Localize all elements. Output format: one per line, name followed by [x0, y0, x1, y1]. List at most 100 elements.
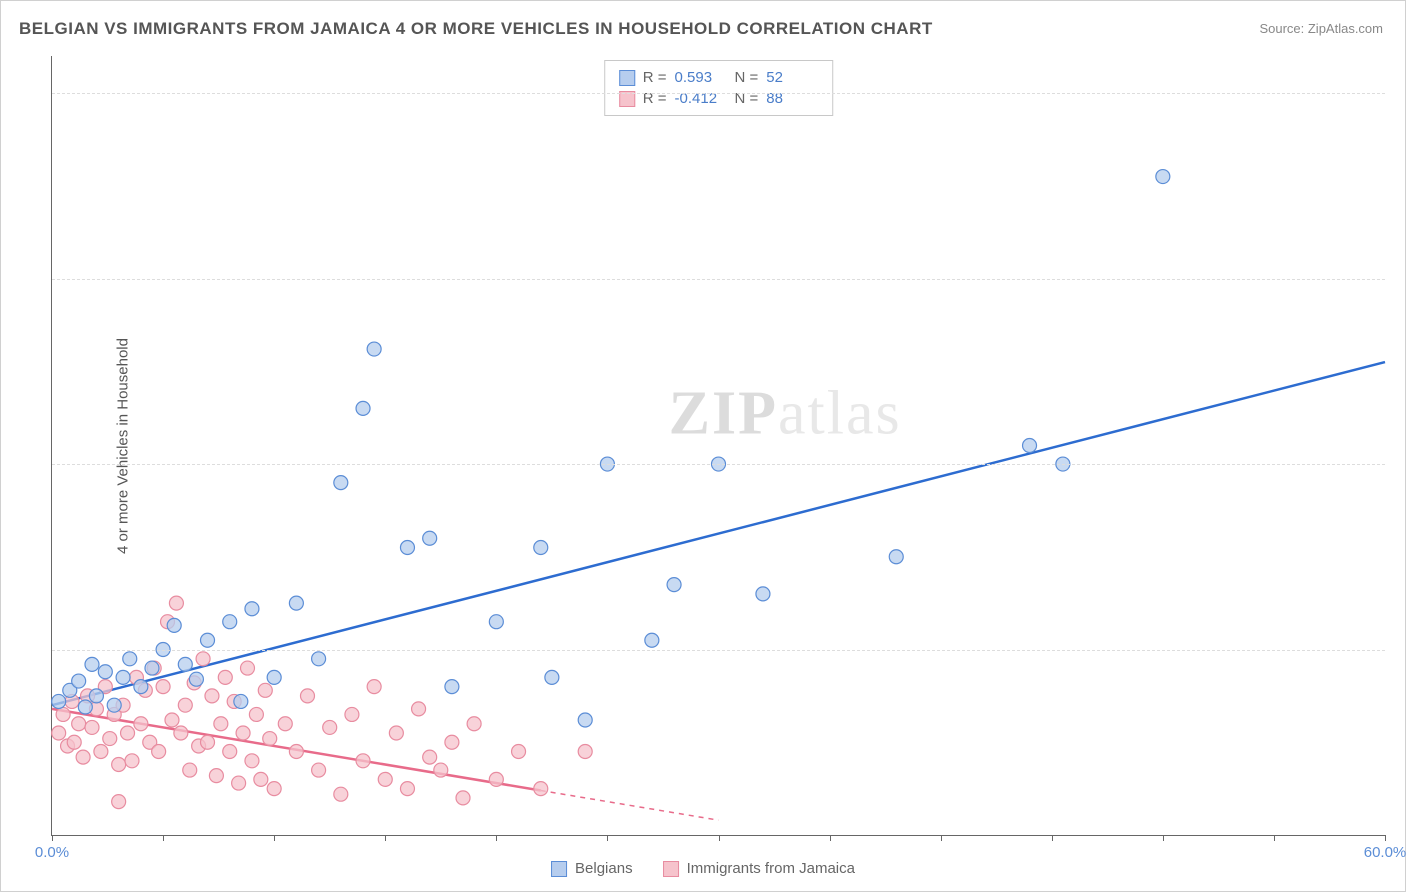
scatter-point — [78, 700, 92, 714]
scatter-point — [209, 769, 223, 783]
stats-row-0: R = 0.593 N = 52 — [619, 67, 819, 88]
xtick — [52, 835, 53, 841]
bottom-legend: Belgians Immigrants from Jamaica — [551, 860, 855, 877]
scatter-point — [174, 726, 188, 740]
ytick-label: 30.0% — [1393, 270, 1406, 287]
xtick — [607, 835, 608, 841]
scatter-point — [145, 661, 159, 675]
scatter-point — [578, 745, 592, 759]
scatter-point — [667, 578, 681, 592]
scatter-point — [578, 713, 592, 727]
scatter-point — [545, 670, 559, 684]
scatter-point — [289, 745, 303, 759]
scatter-point — [72, 717, 86, 731]
scatter-point — [254, 772, 268, 786]
scatter-point — [489, 772, 503, 786]
regression-line — [52, 362, 1385, 705]
source-label: Source: — [1259, 21, 1307, 36]
scatter-point — [85, 720, 99, 734]
scatter-point — [52, 726, 66, 740]
scatter-point — [178, 698, 192, 712]
gridline-h — [52, 93, 1385, 94]
scatter-point — [489, 615, 503, 629]
scatter-point — [323, 720, 337, 734]
scatter-point — [278, 717, 292, 731]
scatter-point — [412, 702, 426, 716]
scatter-point — [467, 717, 481, 731]
stats-n-label-0: N = — [735, 69, 759, 86]
scatter-point — [889, 550, 903, 564]
scatter-point — [367, 680, 381, 694]
scatter-point — [112, 758, 126, 772]
xtick — [1163, 835, 1164, 841]
scatter-point — [400, 782, 414, 796]
scatter-point — [445, 680, 459, 694]
ytick-label: 40.0% — [1393, 85, 1406, 102]
scatter-point — [232, 776, 246, 790]
gridline-h — [52, 650, 1385, 651]
xtick — [719, 835, 720, 841]
scatter-point — [56, 707, 70, 721]
scatter-point — [134, 680, 148, 694]
scatter-point — [223, 745, 237, 759]
scatter-point — [241, 661, 255, 675]
gridline-h — [52, 279, 1385, 280]
ytick-label: 10.0% — [1393, 641, 1406, 658]
scatter-point — [121, 726, 135, 740]
scatter-point — [76, 750, 90, 764]
scatter-point — [218, 670, 232, 684]
scatter-point — [178, 657, 192, 671]
plot-area: ZIPatlas R = 0.593 N = 52 R = -0.412 N =… — [51, 56, 1385, 836]
scatter-point — [645, 633, 659, 647]
xtick — [830, 835, 831, 841]
scatter-point — [123, 652, 137, 666]
scatter-point — [205, 689, 219, 703]
regression-line-dashed — [541, 790, 719, 820]
scatter-point — [236, 726, 250, 740]
scatter-point — [400, 541, 414, 555]
scatter-point — [67, 735, 81, 749]
scatter-point — [201, 633, 215, 647]
scatter-point — [356, 401, 370, 415]
scatter-point — [234, 694, 248, 708]
scatter-point — [445, 735, 459, 749]
legend-label-0: Belgians — [575, 860, 633, 877]
stats-r-label-0: R = — [643, 69, 667, 86]
scatter-point — [378, 772, 392, 786]
scatter-point — [72, 674, 86, 688]
legend-item-0: Belgians — [551, 860, 633, 877]
scatter-point — [223, 615, 237, 629]
scatter-point — [1156, 170, 1170, 184]
stats-swatch-0 — [619, 70, 635, 86]
scatter-point — [367, 342, 381, 356]
xtick-label-left: 0.0% — [35, 844, 69, 861]
scatter-point — [98, 665, 112, 679]
scatter-point — [300, 689, 314, 703]
scatter-point — [345, 707, 359, 721]
plot-svg — [52, 56, 1385, 835]
scatter-point — [89, 689, 103, 703]
ytick-label: 20.0% — [1393, 456, 1406, 473]
legend-swatch-0 — [551, 861, 567, 877]
scatter-point — [245, 602, 259, 616]
scatter-point — [334, 476, 348, 490]
scatter-point — [214, 717, 228, 731]
scatter-point — [249, 707, 263, 721]
legend-label-1: Immigrants from Jamaica — [687, 860, 855, 877]
chart-title: BELGIAN VS IMMIGRANTS FROM JAMAICA 4 OR … — [19, 19, 933, 39]
scatter-point — [258, 683, 272, 697]
scatter-point — [267, 670, 281, 684]
source-value: ZipAtlas.com — [1308, 21, 1383, 36]
scatter-point — [1023, 439, 1037, 453]
scatter-point — [94, 745, 108, 759]
xtick — [1385, 835, 1386, 841]
scatter-point — [456, 791, 470, 805]
scatter-point — [312, 763, 326, 777]
scatter-point — [165, 713, 179, 727]
source-attribution: Source: ZipAtlas.com — [1259, 21, 1383, 36]
scatter-point — [52, 694, 66, 708]
scatter-point — [85, 657, 99, 671]
stats-n-value-0: 52 — [766, 69, 818, 86]
scatter-point — [107, 698, 121, 712]
scatter-point — [167, 618, 181, 632]
